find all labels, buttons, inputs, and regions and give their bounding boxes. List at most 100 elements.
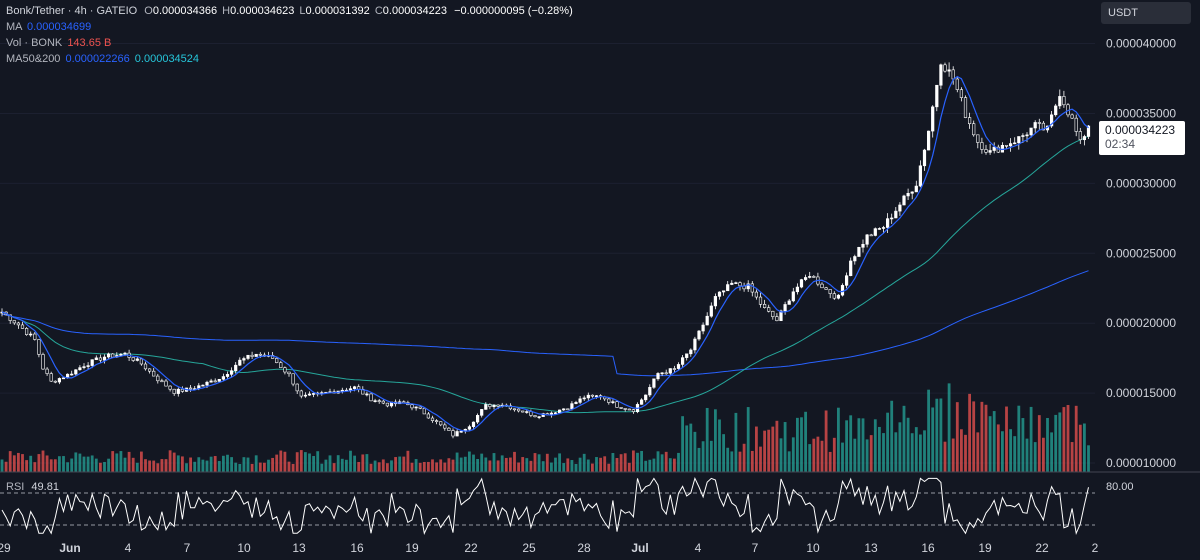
rsi-legend[interactable]: RSI 49.81: [6, 481, 59, 493]
time-tick-label: 10: [237, 541, 251, 555]
candle: [844, 275, 849, 286]
volume-bar: [480, 453, 484, 472]
volume-bar: [615, 457, 619, 472]
candle: [156, 375, 160, 382]
volume-bar: [923, 430, 926, 472]
volume-bar: [103, 462, 106, 472]
volume-bar: [664, 451, 668, 472]
candle: [980, 142, 984, 150]
candle: [209, 380, 213, 383]
candle: [439, 421, 443, 426]
price-tick-label: 0.000040000: [1106, 37, 1176, 51]
candle: [537, 416, 541, 418]
volume-legend[interactable]: Vol · BONK 143.65 B: [6, 37, 111, 49]
candle: [820, 283, 824, 289]
volume-bar: [431, 459, 434, 472]
ma50-200-label: MA50&200: [6, 53, 61, 65]
volume-bar: [722, 434, 725, 472]
volume-bar: [406, 450, 410, 472]
candle: [832, 293, 836, 299]
symbol-title[interactable]: Bonk/Tether · 4h · GATEIO: [6, 5, 138, 17]
candle: [480, 409, 484, 416]
volume-bar: [1050, 432, 1053, 472]
candle: [939, 64, 943, 86]
candle: [787, 300, 791, 305]
candle: [123, 352, 127, 355]
volume-bar: [250, 463, 254, 472]
candle: [808, 276, 812, 278]
volume-bar: [226, 454, 229, 472]
ma200-value: 0.000034524: [134, 53, 200, 65]
candle: [611, 401, 615, 403]
volume-bar: [841, 442, 844, 472]
volume-bar: [418, 462, 422, 472]
candle: [697, 330, 701, 340]
volume-bar: [964, 434, 967, 472]
candle: [1013, 142, 1017, 145]
volume-bar: [984, 404, 988, 472]
volume-bar: [718, 419, 721, 472]
volume-bar: [1021, 418, 1025, 472]
time-tick-label: 13: [864, 541, 878, 555]
volume-bar: [734, 412, 738, 472]
candle: [877, 228, 881, 230]
volume-bar: [796, 417, 799, 472]
candle: [492, 404, 496, 408]
volume-bar: [976, 432, 980, 472]
volume-bar: [455, 452, 459, 472]
ma-legend[interactable]: MA 0.000034699: [6, 21, 91, 33]
candle: [582, 397, 586, 400]
candle: [381, 400, 385, 404]
volume-bar: [554, 457, 557, 472]
volume-bar: [205, 460, 209, 472]
volume-bar: [476, 458, 479, 472]
volume-bar: [209, 456, 213, 472]
volume-bar: [361, 454, 365, 472]
candle: [795, 286, 799, 293]
volume-bar: [82, 456, 86, 472]
candle: [668, 368, 672, 374]
candle: [131, 357, 135, 361]
ma50-value: 0.000022266: [65, 53, 130, 65]
candle: [340, 389, 344, 392]
candle: [562, 408, 566, 411]
time-axis[interactable]: 29 Jun 4 7 10 13 16 19 22 25 28 Jul 4 7 10 13 16 19 22 2: [0, 541, 1099, 555]
volume-bar: [164, 459, 168, 472]
candle: [984, 149, 988, 153]
candle: [574, 402, 578, 404]
volume-bar: [607, 463, 611, 472]
candle: [639, 399, 644, 405]
volume-bar: [504, 457, 508, 472]
volume-bar: [537, 454, 541, 472]
candle: [615, 401, 619, 408]
volume-bar: [1074, 405, 1078, 472]
volume-bar: [283, 451, 287, 472]
volume-bar: [750, 450, 754, 472]
price-axis[interactable]: 0.000040000 0.000035000 0.000030000 0.00002…: [1106, 37, 1176, 470]
candle: [693, 338, 697, 351]
candle: [533, 415, 537, 418]
volume-bar: [1029, 406, 1033, 472]
candle: [86, 365, 90, 367]
volume-bar: [943, 441, 947, 472]
volume-bar: [738, 451, 742, 472]
candle: [307, 393, 312, 396]
price-tick-label: 0.000010000: [1106, 456, 1176, 470]
volume-bar: [127, 451, 131, 472]
volume-bar: [1013, 436, 1017, 472]
currency-button[interactable]: USDT: [1101, 2, 1191, 24]
candle: [623, 408, 627, 410]
current-price-value: 0.000034223: [1105, 123, 1176, 137]
volume-bar: [70, 458, 74, 472]
price-tick-label: 0.000025000: [1106, 246, 1176, 260]
volume-bar: [152, 460, 156, 472]
candle: [824, 287, 828, 290]
ma50-200-legend[interactable]: MA50&200 0.000022266 0.000034524: [6, 53, 199, 65]
volume-bar: [287, 461, 291, 472]
volume-bar: [267, 459, 270, 472]
candle: [443, 424, 447, 429]
volume-bar: [17, 452, 20, 472]
volume-bar: [381, 459, 385, 472]
volume-bar: [808, 444, 812, 472]
